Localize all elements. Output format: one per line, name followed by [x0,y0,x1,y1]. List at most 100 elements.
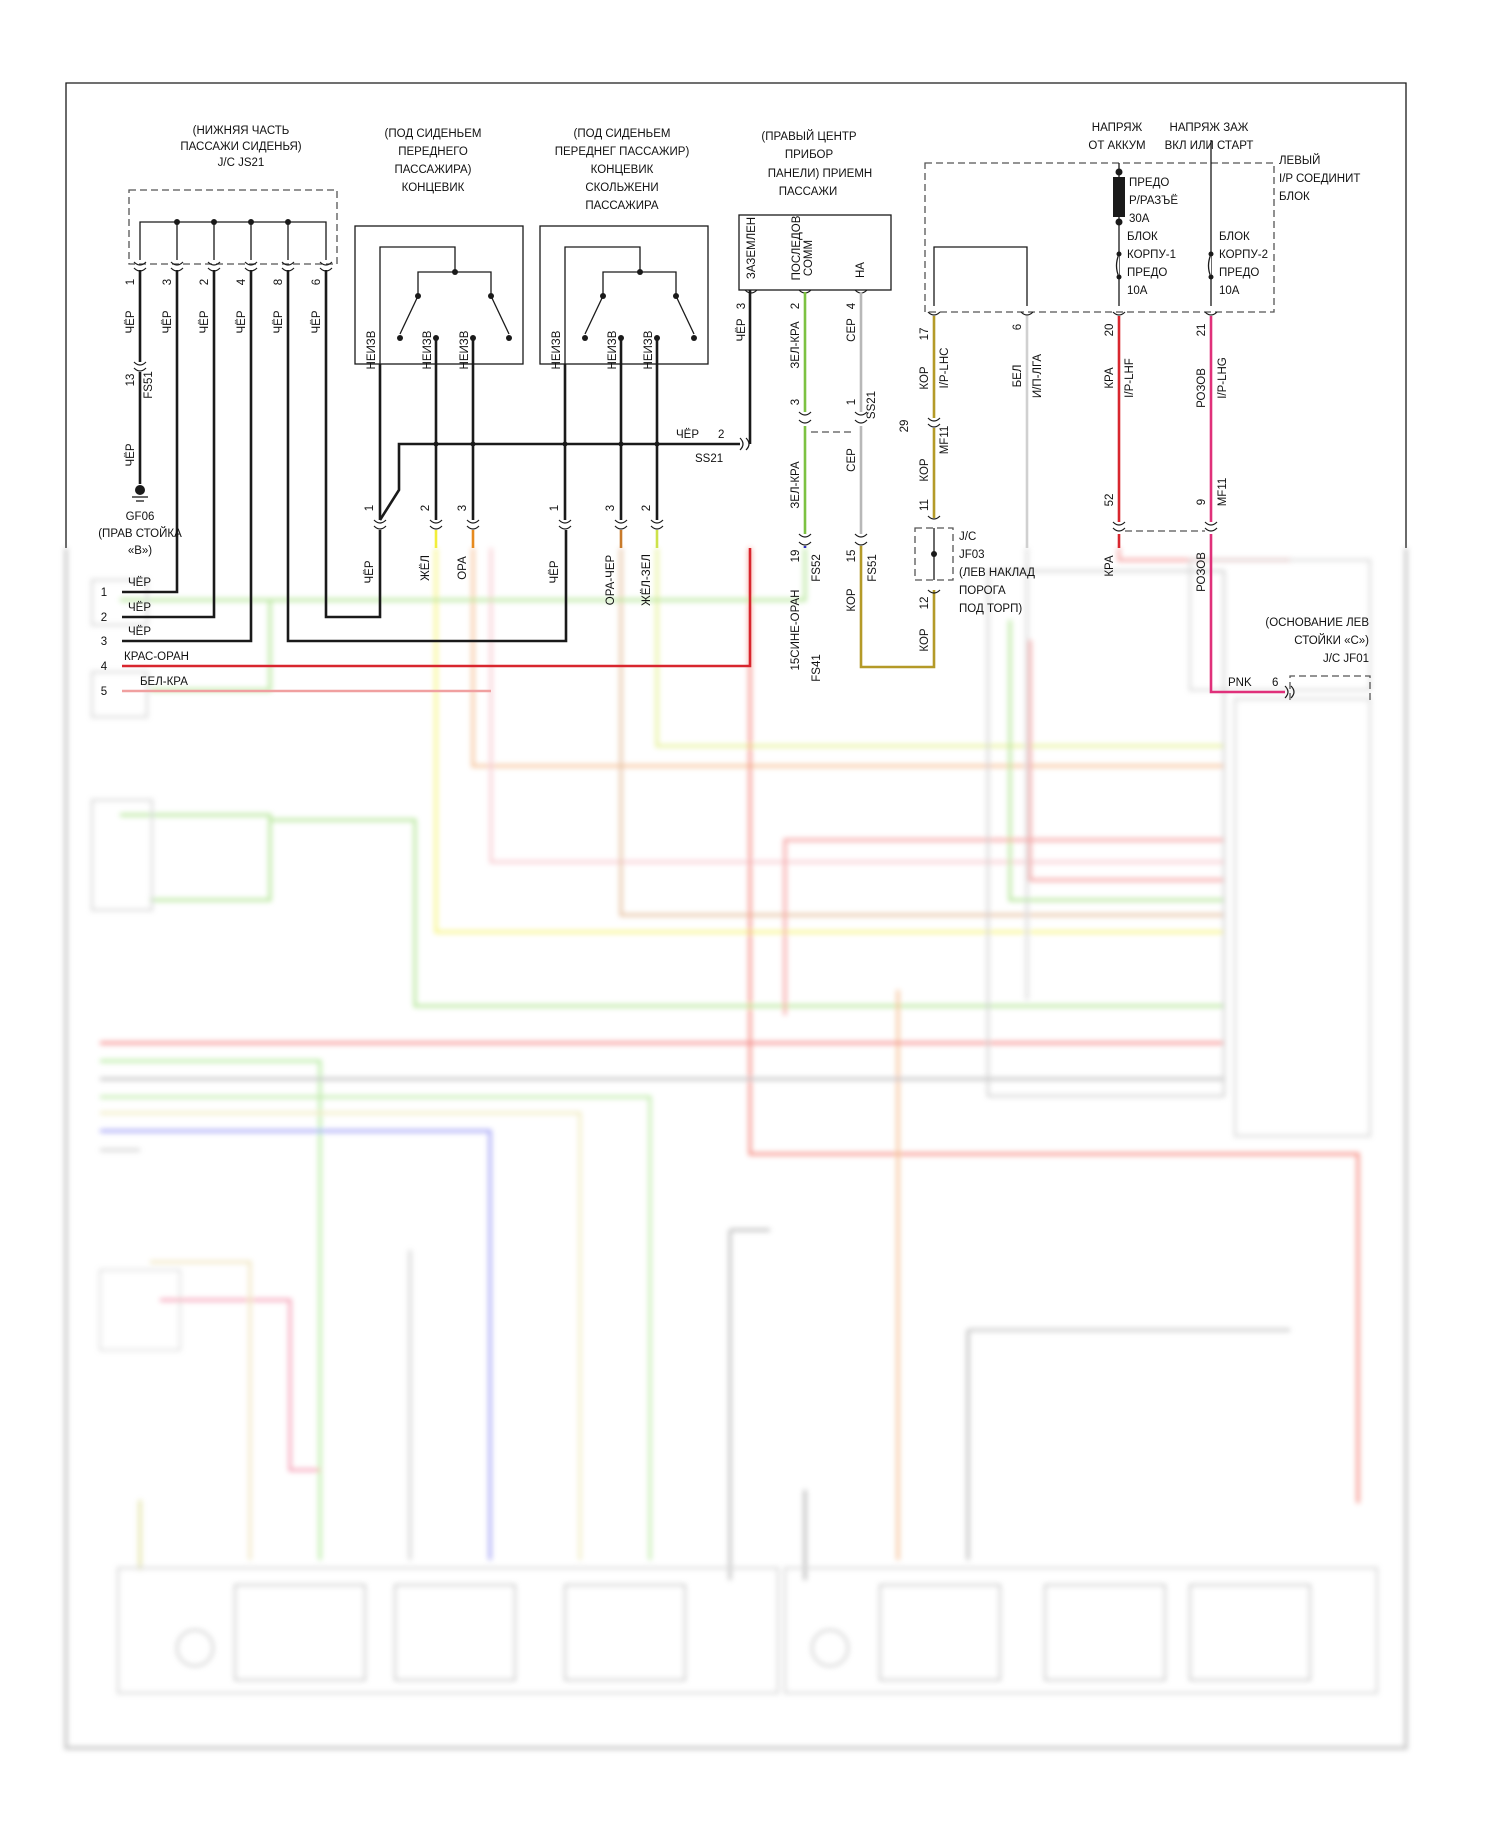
row-wire-label: БЕЛ-КРА [140,676,188,688]
wire-color-label: НЕИЗВ [643,330,655,369]
wire-color-label: ЧЁР [125,310,137,333]
switch2-title: ПАССАЖИРА [585,200,658,212]
switch2-title: КОНЦЕВИК [591,164,654,176]
fs51-label: FS51 [867,554,879,582]
receiver-title: ПАНЕЛИ) ПРИЕМН [768,168,873,180]
circuit-label: I/P-LHC [939,348,951,389]
pin-number: 11 [919,499,931,511]
pin-number: 2 [790,303,802,309]
switch2-pin: 2 [641,505,653,511]
wire-color-label: ЧЁР [736,318,748,341]
switch1-title: ПЕРЕДНЕГО [398,146,468,158]
circuit-label: I/P-LHF [1124,358,1136,398]
wire-color-label: НЕИЗВ [551,330,563,369]
ip-block-name: БЛОК [1279,191,1310,203]
row-number: 2 [101,612,107,624]
wire-21-circuit: 21 РОЗОВ I/P-LHG 9 MF11 РОЗОВ [1196,316,1295,699]
pin-number: 19 [790,550,802,563]
row-wire-label: ЧЁР [128,577,151,589]
wire-color-label: 15СИНЕ-ОРАН [790,590,802,671]
pin-number: 1 [846,399,858,405]
fuse-30a-icon [1113,177,1125,217]
fuse-label: 10A [1219,285,1240,297]
switch2-pin: 3 [605,505,617,511]
ground-location: «B») [128,545,152,557]
switch2-title: СКОЛЬЖЕНИ [585,182,658,194]
wire-color-label: ЧЁР [676,429,699,441]
switch1-title: (ПОД СИДЕНЬЕМ [385,128,482,140]
fuse-label: БЛОК [1127,231,1158,243]
battery-voltage-label: ОТ АККУМ [1088,140,1145,152]
wire-color-label: ЖЁЛ [420,555,432,581]
wire-color-label: РОЗОВ [1196,368,1208,408]
row-wire-label: КРАС-ОРАН [124,651,189,663]
wire-color-label: ЖЁЛ-ЗЕЛ [641,554,653,606]
wire-color-label: ЧЁР [364,560,376,583]
fuse-label: ПРЕДО [1129,177,1169,189]
wire-color-label: СЕР [846,318,858,342]
js21-pin: 2 [199,279,211,285]
fs41-label: FS41 [811,654,823,682]
wire-color-label: ЧЁР [236,310,248,333]
wire-color-label: НЕИЗВ [459,330,471,369]
switch1-pin: 3 [457,505,469,511]
fuse-label: БЛОК [1219,231,1250,243]
ignition-voltage-label: НАПРЯЖ ЗАЖ [1170,122,1249,134]
wire-color-label: КРА [1104,367,1116,389]
pin-number: 29 [899,420,911,433]
wire-color-label: PNK [1228,677,1252,689]
ignition-voltage-label: ВКЛ ИЛИ СТАРТ [1165,140,1254,152]
switch2-title: (ПОД СИДЕНЬЕМ [574,128,671,140]
pin-number: 17 [919,328,931,341]
circuit-label: И/П-ЛГА [1032,354,1044,399]
js21-pin: 6 [311,279,323,285]
jf03-label: (ЛЕВ НАКЛАД [959,567,1035,579]
switch-front-passenger: (ПОД СИДЕНЬЕМ ПЕРЕДНЕГО ПАССАЖИРА) КОНЦЕ… [354,128,524,584]
jf03-label: JF03 [959,549,985,561]
switch1-title: КОНЦЕВИК [402,182,465,194]
switch2-title: ПЕРЕДНЕГ ПАССАЖИР) [555,146,690,158]
pin-number: 3 [736,303,748,309]
row-wire-label: ЧЁР [128,602,151,614]
js21-title-line1: (НИЖНЯЯ ЧАСТЬ [193,125,290,137]
wire-color-label: ЧЁР [273,310,285,333]
wire-color-label: БЕЛ [1012,365,1024,388]
fuse-label: ПРЕДО [1127,267,1167,279]
wire-color-label: КОР [919,628,931,652]
frame [65,82,1407,548]
fs51-pin: 13 [125,374,137,387]
ss21-label: SS21 [695,453,723,465]
jf01-title: (ОСНОВАНИЕ ЛЕВ [1265,617,1369,629]
receiver-title: ПРИБОР [785,149,834,161]
wire-color-label: ЗЕЛ-КРА [790,461,802,509]
wire-color-label: НЕИЗВ [422,330,434,369]
switch-icon [564,246,697,364]
pin-number: 6 [1272,677,1278,689]
pin-name: СОММ [803,240,815,276]
row-number: 1 [101,587,107,599]
row-number: 5 [101,686,107,698]
wire-17-circuit: 17 КОР I/P-LHC 29 MF11 КОР 11 12 КОР J/C… [899,316,1035,652]
pin-number: 15 [846,550,858,563]
ground-location: (ПРАВ СТОЙКА [98,527,182,540]
wire-color-label: НЕИЗВ [366,330,378,369]
fuse-label: 30A [1129,213,1150,225]
wire-color-label: ОРА [457,556,469,580]
js21-pin: 4 [236,278,248,285]
ground-icon [132,485,148,502]
fs51-label: FS51 [143,371,155,399]
wire-color-label: НЕИЗВ [607,330,619,369]
jf03-box [914,527,954,581]
ss21-label: SS21 [866,391,878,419]
wire-color-label: КОР [846,588,858,612]
wire-color-label: ЧЁР [199,310,211,333]
fuse-10a-icon [1115,253,1120,278]
row-wire-label: ЧЁР [128,626,151,638]
wire-color-label: СЕР [846,448,858,472]
jf01-title: J/C JF01 [1323,653,1369,665]
junction-jf01: (ОСНОВАНИЕ ЛЕВ СТОЙКИ «С») J/C JF01 PNK … [1228,617,1371,700]
circuit-label: I/P-LHG [1217,357,1229,399]
pin-number: 12 [919,597,931,610]
